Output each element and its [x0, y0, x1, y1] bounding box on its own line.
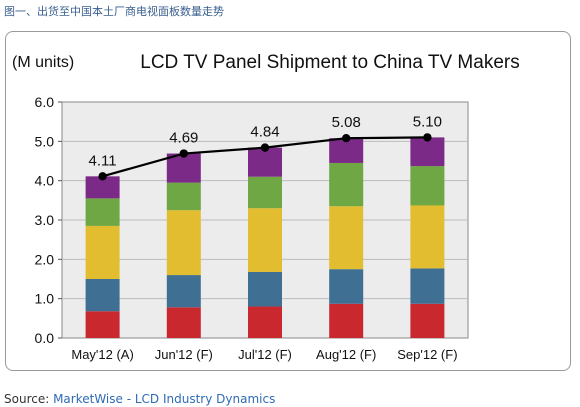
x-tick-label: Sep'12 (F) — [397, 347, 457, 362]
bar-segment — [85, 198, 120, 226]
bar-segment — [329, 162, 364, 207]
bar-segment — [248, 208, 282, 272]
bar-segment — [410, 137, 445, 167]
bar-segment — [85, 311, 120, 338]
bar-segment — [329, 303, 364, 338]
y-tick-label: 2.0 — [35, 251, 55, 267]
y-tick-label: 4.0 — [35, 173, 55, 189]
x-tick-label: Jun'12 (F) — [155, 347, 213, 362]
bar-segment — [410, 205, 445, 269]
y-tick-label: 0.0 — [35, 330, 55, 346]
bar-segment — [166, 153, 201, 183]
y-tick-label: 5.0 — [35, 133, 55, 149]
total-point — [179, 149, 188, 158]
bar-segment — [85, 279, 120, 312]
y-axis-label: (M units) — [12, 54, 74, 71]
y-tick-label: 1.0 — [35, 291, 55, 307]
total-point — [342, 133, 351, 143]
total-point — [98, 172, 107, 181]
bar-segment — [248, 271, 282, 307]
x-tick-label: Jul'12 (F) — [238, 347, 292, 362]
bar-segment — [410, 303, 445, 338]
x-tick-label: Aug'12 (F) — [316, 347, 376, 362]
chart-title: LCD TV Panel Shipment to China TV Makers — [140, 52, 519, 73]
figure-caption: 图一、出货至中国本土厂商电视面板数量走势 — [4, 5, 224, 18]
y-tick-label: 3.0 — [35, 212, 55, 228]
bar-segment — [410, 268, 445, 304]
bar-segment — [166, 307, 201, 338]
total-data-label: 5.08 — [332, 114, 361, 131]
total-data-label: 4.84 — [250, 124, 279, 141]
bar-segment — [248, 147, 282, 177]
bar-segment — [166, 275, 201, 308]
total-point — [423, 133, 432, 142]
y-tick-label: 6.0 — [35, 94, 55, 110]
bar-segment — [248, 306, 282, 338]
source-prefix: Source: — [4, 392, 54, 406]
bar-segment — [85, 176, 120, 199]
bar-segment — [329, 206, 364, 270]
x-tick-label: May'12 (A) — [71, 347, 133, 362]
total-data-label: 4.69 — [169, 130, 198, 147]
source-link[interactable]: MarketWise - LCD Industry Dynamics — [53, 392, 276, 406]
total-point — [260, 143, 270, 152]
total-data-label: 5.10 — [413, 113, 442, 130]
bar-segment — [248, 176, 282, 209]
bar-segment — [410, 166, 445, 206]
bar-segment — [166, 210, 201, 276]
bar-segment — [166, 182, 201, 211]
total-data-label: 4.11 — [89, 152, 117, 169]
source-line: Source: MarketWise - LCD Industry Dynami… — [4, 392, 275, 406]
bar-segment — [329, 269, 364, 304]
bar-segment — [85, 225, 120, 279]
